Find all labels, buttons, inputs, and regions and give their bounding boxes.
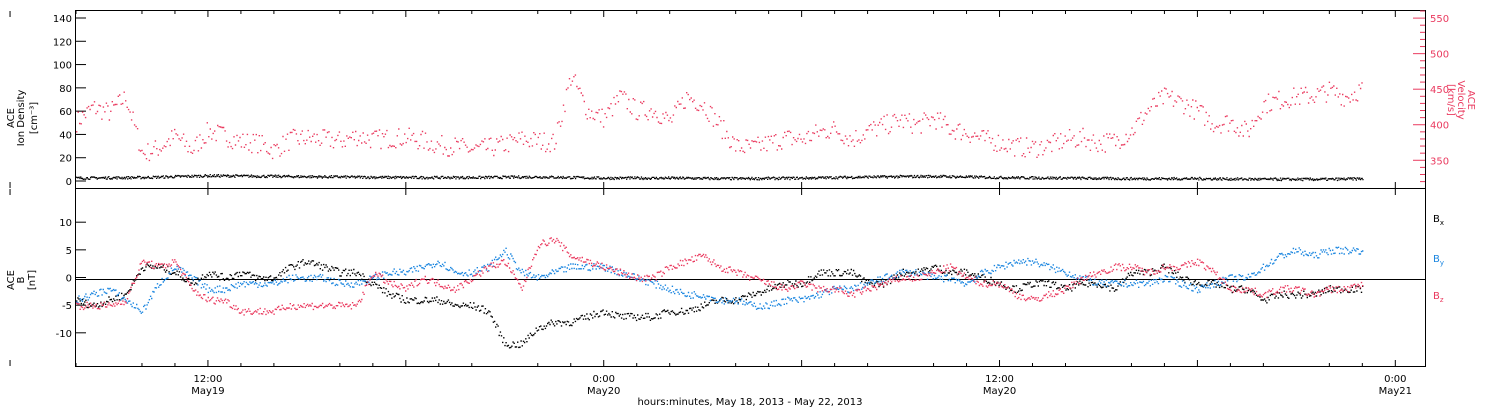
top-left-ylabel-line2: Ion Density [16, 90, 27, 147]
x-tick-date-label: May20 [983, 386, 1016, 397]
density-tick-label: 120 [53, 37, 72, 48]
top-left-ylabel-line1: ACE [6, 108, 17, 128]
bottom-left-ylabel-line2: B [16, 276, 27, 283]
top-left-ylabel: ACE Ion Density [cm⁻³] [6, 90, 40, 147]
legend-bz: Bz [1433, 291, 1444, 304]
b-tick-label: -10 [56, 329, 72, 340]
x-tick-date-label: May20 [587, 386, 620, 397]
bottom-panel-frame [75, 188, 1426, 367]
x-tick-date-label: May19 [191, 386, 224, 397]
velocity-series [76, 74, 1363, 162]
x-tick-date-label: May21 [1379, 386, 1412, 397]
density-tick-label: 40 [59, 130, 72, 141]
top-right-ylabel-line3: [km/s] [1445, 84, 1456, 116]
density-tick-label: 140 [53, 14, 72, 25]
b-tick-label: 0 [66, 274, 72, 285]
density-tick-label: 20 [59, 154, 72, 165]
b-tick-label: 5 [66, 246, 72, 257]
bottom-left-ylabel: ACE B [nT] [6, 270, 38, 290]
density-tick-label: 80 [59, 84, 72, 95]
x-tick-time-label: 0:00 [1384, 374, 1406, 385]
density-tick-label: 0 [66, 177, 72, 188]
bx-series [76, 259, 1364, 349]
density-series [76, 174, 1364, 182]
bottom-left-ylabel-line3: [nT] [27, 270, 38, 290]
by-series [76, 246, 1364, 314]
legend-by: By [1433, 254, 1444, 267]
b-legend: Bx By Bz [1433, 214, 1444, 304]
velocity-tick-label: 500 [1430, 50, 1449, 61]
density-tick-label: 60 [59, 107, 72, 118]
x-axis-title: hours:minutes, May 18, 2013 - May 22, 20… [637, 397, 862, 408]
velocity-tick-label: 450 [1430, 85, 1449, 96]
top-right-ylabel-line1: ACE [1465, 90, 1476, 110]
velocity-tick-label: 550 [1430, 14, 1449, 25]
x-tick-time-label: 12:00 [985, 374, 1014, 385]
legend-bx: Bx [1433, 214, 1444, 227]
velocity-tick-label: 350 [1430, 156, 1449, 167]
bottom-left-ylabel-line1: ACE [6, 270, 17, 290]
x-tick-time-label: 12:00 [194, 374, 223, 385]
top-right-ylabel: ACE Velocity [km/s] [1445, 80, 1476, 119]
top-panel-frame [75, 10, 1426, 189]
axis-ticks: 0:00May1912:00May190:00May2012:00May200:… [9, 10, 1449, 397]
data-marks [76, 74, 1364, 349]
velocity-tick-label: 400 [1430, 121, 1449, 132]
top-left-ylabel-line3: [cm⁻³] [29, 102, 40, 134]
b-tick-label: 10 [59, 218, 72, 229]
density-tick-label: 100 [53, 61, 72, 72]
x-tick-time-label: 0:00 [592, 374, 614, 385]
top-right-ylabel-line2: Velocity [1455, 80, 1466, 119]
b-tick-label: -5 [62, 301, 72, 312]
